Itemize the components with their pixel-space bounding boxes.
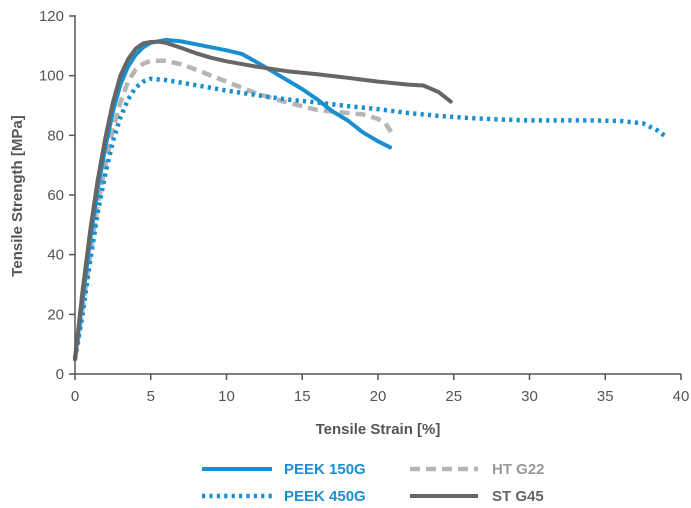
legend-label-st-g45: ST G45 <box>492 488 544 505</box>
x-tick-label: 5 <box>147 388 155 405</box>
x-tick-label: 20 <box>370 388 387 405</box>
y-tick-label: 20 <box>47 306 64 323</box>
series-line-peek-450g <box>72 76 668 360</box>
series-line-st-g45 <box>73 39 453 362</box>
series-layer <box>72 37 668 362</box>
x-tick-label: 40 <box>673 388 690 405</box>
y-axis-title: Tensile Strength [MPa] <box>9 115 26 276</box>
x-tick-label: 10 <box>218 388 235 405</box>
legend: PEEK 150G PEEK 450G HT G22 ST G45 <box>202 461 545 505</box>
series-line-ht-g22 <box>72 58 396 360</box>
x-tick-label: 25 <box>445 388 462 405</box>
x-tick-label: 15 <box>294 388 311 405</box>
ticks-layer: 0 5 10 15 20 25 30 35 40 0 20 40 60 80 100 120 <box>39 8 689 405</box>
x-tick-label: 30 <box>521 388 538 405</box>
y-tick-label: 60 <box>47 187 64 204</box>
x-axis-title: Tensile Strain [%] <box>316 421 441 438</box>
legend-label-peek-450g: PEEK 450G <box>284 488 366 505</box>
legend-item-st-g45: ST G45 <box>410 488 544 505</box>
legend-label-ht-g22: HT G22 <box>492 461 545 478</box>
y-tick-label: 120 <box>39 8 64 25</box>
legend-item-ht-g22: HT G22 <box>410 461 545 478</box>
legend-item-peek-150g: PEEK 150G <box>202 461 366 478</box>
axes-layer <box>74 15 681 375</box>
x-tick-label: 35 <box>597 388 614 405</box>
x-tick-label: 0 <box>71 388 79 405</box>
legend-item-peek-450g: PEEK 450G <box>202 488 366 505</box>
y-tick-label: 100 <box>39 68 64 85</box>
y-tick-label: 40 <box>47 247 64 264</box>
y-tick-label: 0 <box>56 366 64 383</box>
series-line-peek-150g <box>73 37 393 362</box>
y-tick-label: 80 <box>47 127 64 144</box>
legend-label-peek-150g: PEEK 150G <box>284 461 366 478</box>
